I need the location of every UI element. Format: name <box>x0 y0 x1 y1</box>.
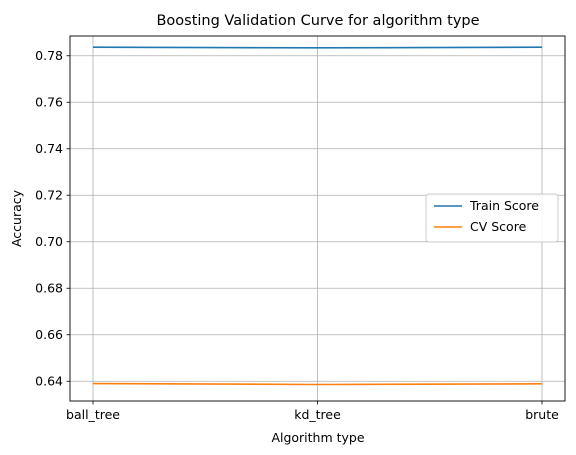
x-tick-label: ball_tree <box>66 407 120 422</box>
legend-label: Train Score <box>469 198 539 213</box>
y-tick-label: 0.76 <box>35 95 63 110</box>
series-line-train-score <box>92 46 543 49</box>
legend: Train Score CV Score <box>425 193 559 243</box>
y-axis-ticks: 0.64 0.66 0.68 0.70 0.72 0.74 0.76 0.78 <box>35 48 70 389</box>
series-lines <box>92 46 543 386</box>
x-axis-label: Algorithm type <box>271 430 364 445</box>
x-tick-label: kd_tree <box>294 407 341 422</box>
chart-title: Boosting Validation Curve for algorithm … <box>156 13 479 29</box>
series-line-cv-score <box>92 382 543 386</box>
y-tick-label: 0.64 <box>35 374 63 389</box>
y-tick-label: 0.68 <box>35 281 63 296</box>
y-tick-label: 0.72 <box>35 188 63 203</box>
x-tick-label: brute <box>525 407 559 422</box>
legend-label: CV Score <box>470 219 527 234</box>
y-tick-label: 0.66 <box>35 327 63 342</box>
y-axis-label: Accuracy <box>9 189 24 247</box>
y-tick-label: 0.74 <box>35 141 63 156</box>
y-tick-label: 0.78 <box>35 48 63 63</box>
x-axis-ticks: ball_tree kd_tree brute <box>66 401 559 422</box>
y-tick-label: 0.70 <box>35 234 63 249</box>
